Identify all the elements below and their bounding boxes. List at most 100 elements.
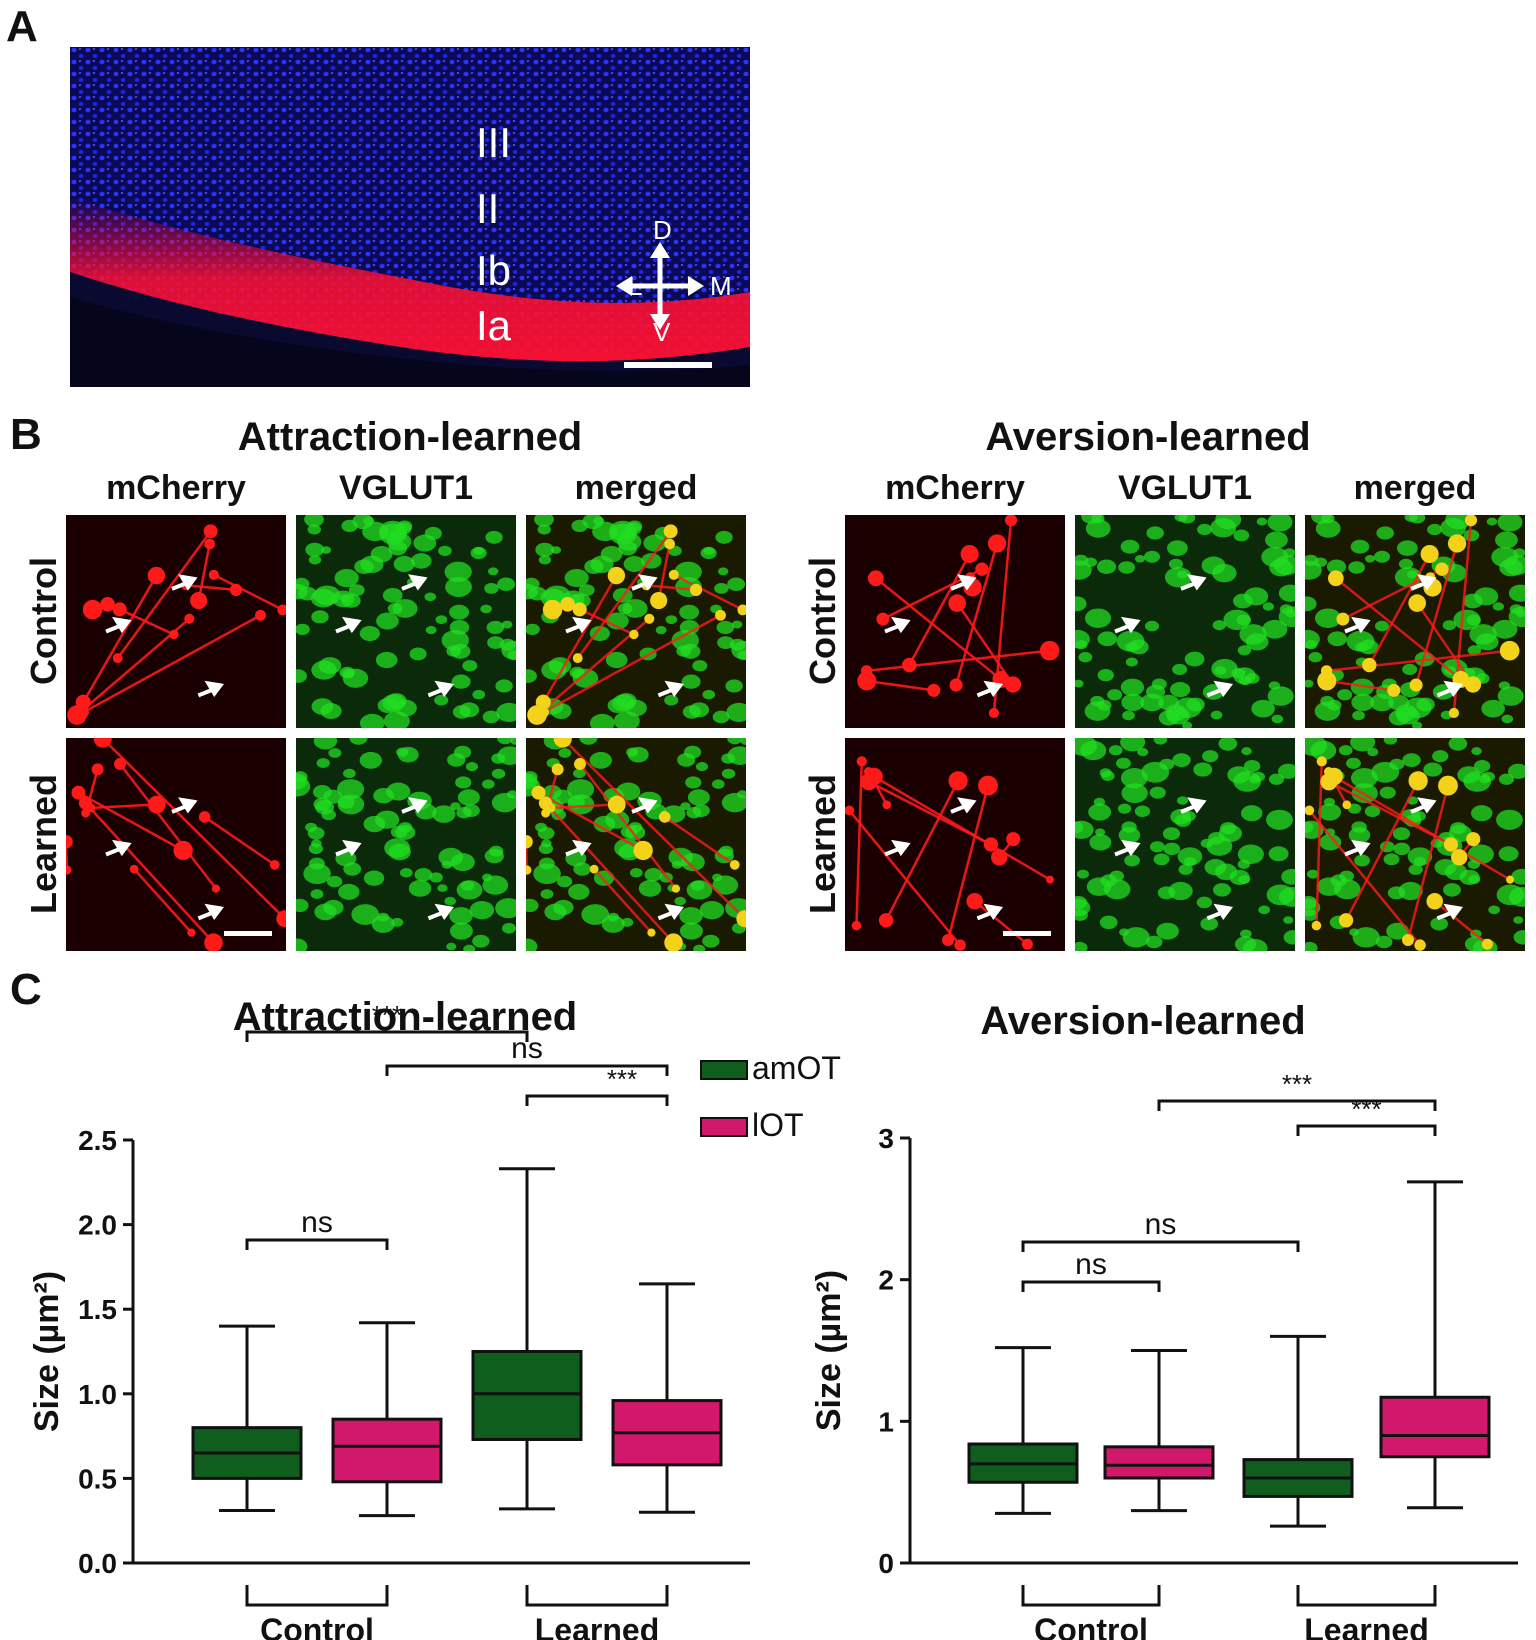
significance-label: ns [1075,1248,1107,1281]
significance-bracket: ns [1021,1248,1161,1292]
x-group-label-control: Control [1034,1612,1148,1640]
panel-a-letter: A [6,2,38,51]
bracket-line [1021,1240,1300,1252]
legend-swatch-amot [700,1060,748,1080]
micrograph-1-1-merged [1305,738,1525,951]
compass-label-m: M [710,271,732,301]
significance-label: *** [607,1064,637,1094]
compass-label-d: D [653,215,672,245]
panel-b-letter: B [10,410,42,459]
box-learned-amot [1242,1334,1354,1528]
y-tick-label: 2.0 [78,1210,117,1241]
section-image-svg [70,47,750,387]
olfactory-bulb-section-image: III II Ib Ia D V L M [70,47,750,387]
micrograph-1-0-merged [1305,515,1525,728]
significance-label: ns [301,1206,333,1239]
micrograph-0-1-red [66,738,286,951]
row-label-1-1: Learned [802,773,843,914]
y-tick-label: 1.0 [78,1379,117,1410]
panel-b-title-1: Aversion-learned [985,415,1311,459]
column-label-1-0: mCherry [885,469,1025,507]
y-axis-label: Size (µm²) [28,1271,66,1432]
row-label-0-0: Control [23,556,64,685]
bracket-line [1296,1124,1437,1136]
scale-bar [624,362,712,368]
significance-label: *** [372,1000,402,1030]
layer-label-iii: III [476,119,512,166]
micrograph-1-1-red [845,738,1065,951]
bracket-line [1157,1099,1437,1111]
group-bracket [525,1585,669,1607]
micrograph-0-0-merged [526,515,746,728]
column-label-0-2: merged [574,469,698,507]
y-tick-label: 0.5 [78,1463,117,1494]
significance-label: ns [511,1032,543,1065]
aversion-box-plot: Aversion-learned Size (µm²) 0 1 2 3 Control Lea… [810,999,1518,1640]
micrograph-0-1-green [296,738,516,951]
micrograph-1-0-red [845,515,1065,728]
box-learned-amot [471,1167,583,1511]
x-group-label-learned: Learned [535,1612,659,1640]
x-group-label-learned: Learned [1304,1612,1428,1640]
layer-label-ia: Ia [476,302,512,349]
chart-title: Aversion-learned [980,999,1305,1043]
box-control-amot [191,1324,303,1513]
significance-bracket: *** [1296,1094,1437,1136]
box-control-lot [1103,1349,1215,1513]
x-group-label-control: Control [260,1612,374,1640]
column-label-0-0: mCherry [106,469,246,507]
legend-swatch-lot [700,1117,748,1137]
significance-bracket: *** [245,1000,529,1042]
orientation-compass-icon [616,242,704,330]
bracket-line [525,1094,669,1106]
column-label-1-2: merged [1353,469,1477,507]
bracket-line [245,1030,529,1042]
micrograph-0-1-merged [526,738,746,951]
legend-label-amot: amOT [752,1050,841,1086]
y-tick-label: 0 [878,1548,894,1579]
group-bracket [1021,1585,1161,1607]
micrograph-1-0-green [1075,515,1295,728]
bracket-line [1021,1280,1161,1292]
y-tick-label: 1 [878,1406,894,1437]
layer-label-ii: II [476,185,500,232]
y-axis-label: Size (µm²) [810,1270,848,1431]
box-learned-lot [1379,1180,1491,1510]
compass-label-l: L [628,271,643,301]
compass-label-v: V [653,317,671,347]
micrograph-0-0-red [66,515,286,728]
panel-b-title-0: Attraction-learned [237,415,583,459]
box-control-lot [331,1321,443,1518]
y-tick-label: 2.5 [78,1125,117,1156]
row-label-1-0: Control [802,556,843,685]
layer-label-ib: Ib [476,247,512,294]
row-label-0-1: Learned [23,773,64,914]
box-body [1103,1445,1215,1480]
significance-bracket: ns [245,1206,389,1250]
significance-bracket: ns [1021,1208,1300,1252]
y-tick-label: 3 [878,1123,894,1154]
column-label-1-1: VGLUT1 [1117,469,1253,507]
box-body [331,1417,443,1484]
legend-label-lot: lOT [752,1107,804,1143]
significance-label: ns [1145,1208,1177,1241]
box-body [1379,1395,1491,1459]
y-tick-label: 0.0 [78,1548,117,1579]
micrograph-0-0-green [296,515,516,728]
panel-c-letter: C [10,965,42,1014]
box-control-amot [967,1346,1079,1515]
significance-label: *** [1351,1094,1381,1124]
column-label-0-1: VGLUT1 [338,469,474,507]
bracket-line [385,1064,669,1076]
box-learned-lot [611,1282,723,1514]
group-bracket [245,1585,389,1607]
micrograph-1-1-green [1075,738,1295,951]
significance-label: *** [1282,1069,1312,1099]
group-bracket [1296,1585,1437,1607]
significance-bracket: *** [525,1064,669,1106]
y-tick-label: 2 [878,1265,894,1296]
significance-bracket: *** [1157,1069,1437,1111]
significance-bracket: ns [385,1032,669,1076]
y-tick-label: 1.5 [78,1294,117,1325]
